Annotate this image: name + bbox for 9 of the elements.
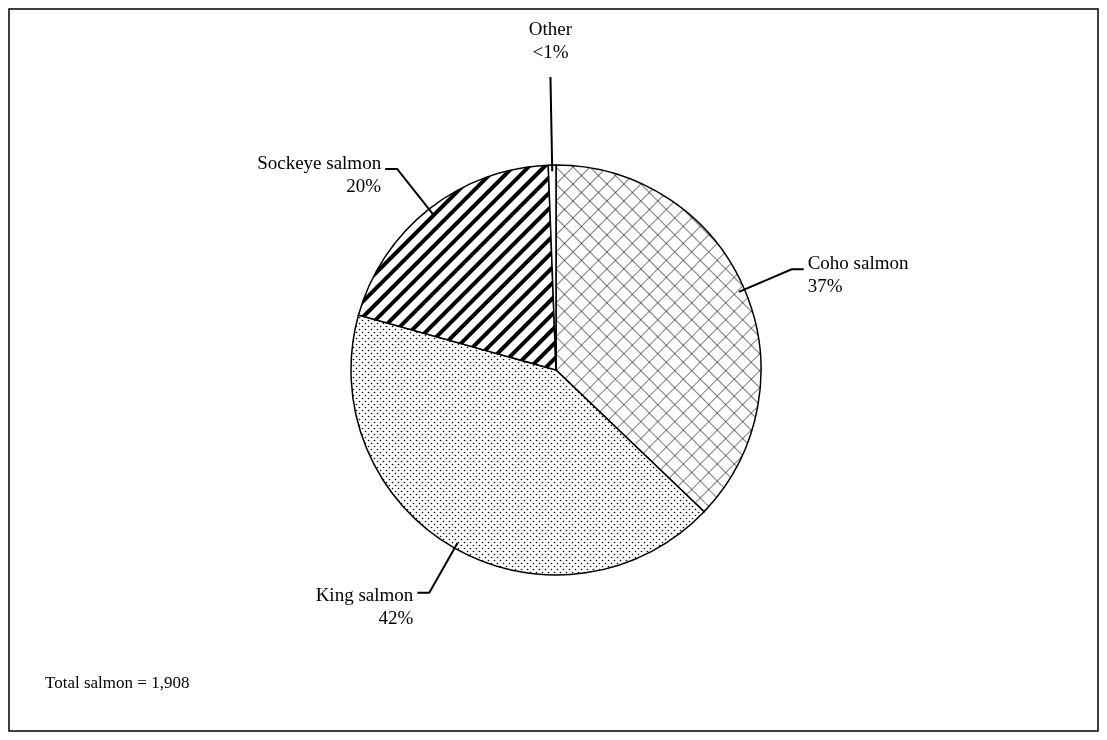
data-label: 37%: [807, 275, 843, 297]
slice-label: Other: [528, 17, 573, 39]
slice-label: King salmon: [315, 583, 414, 605]
data-label: 20%: [346, 174, 382, 196]
slice-label: Sockeye salmon: [257, 151, 382, 173]
data-label: <1%: [532, 40, 569, 62]
data-label: 42%: [378, 606, 414, 628]
slice-label: Coho salmon: [807, 252, 909, 274]
text: Total salmon = 1,908: [45, 673, 190, 692]
